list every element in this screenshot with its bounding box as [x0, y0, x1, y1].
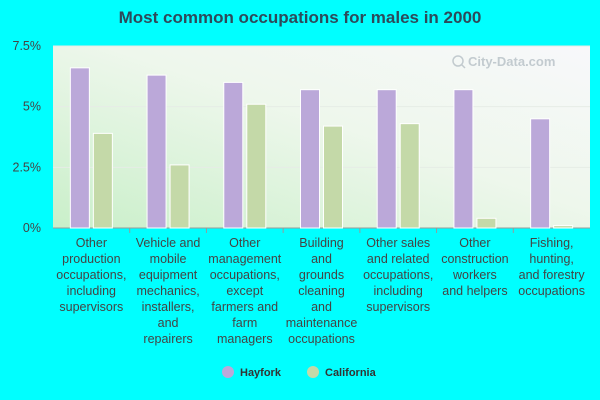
x-category-label: Building and grounds cleaning and maintenance… — [286, 236, 358, 346]
legend-label-hayfork: Hayfork — [240, 367, 282, 379]
bar-california-6 — [476, 217, 497, 229]
legend-swatch-hayfork — [222, 366, 234, 378]
x-category-label: Other production occupations, including supe… — [56, 236, 126, 314]
legend-swatch-california — [307, 366, 319, 378]
bar-california-2 — [169, 164, 190, 229]
bar-hayfork-3 — [223, 81, 244, 229]
svg-text:City-Data.com: City-Data.com — [468, 54, 555, 69]
x-category-label: Fishing, hunting, and forestry occupations — [518, 236, 585, 298]
x-category-label: Other construction workers and helpers — [441, 236, 508, 298]
y-tick-label: 2.5% — [13, 160, 42, 174]
bar-hayfork-1 — [69, 67, 90, 229]
bar-hayfork-7 — [530, 118, 551, 229]
watermark: City-Data.com — [452, 54, 555, 69]
bar-california-3 — [246, 103, 267, 229]
x-category-label: Vehicle and mobile equipment mechanics, inst… — [136, 236, 201, 346]
bar-hayfork-5 — [376, 89, 397, 229]
legend-label-california: California — [325, 367, 377, 379]
plot-background — [53, 46, 590, 228]
bar-california-7 — [553, 225, 574, 229]
y-tick-label: 0% — [23, 221, 41, 235]
bar-california-4 — [323, 125, 343, 229]
bar-hayfork-2 — [146, 74, 167, 229]
bar-california-1 — [92, 132, 113, 229]
y-tick-label: 7.5% — [13, 39, 42, 53]
x-category-label: Other management occupations, except farmers… — [208, 236, 281, 346]
chart-title: Most common occupations for males in 200… — [118, 8, 482, 27]
y-tick-label: 5% — [23, 100, 41, 114]
bar-hayfork-6 — [453, 89, 474, 229]
bar-california-5 — [399, 123, 420, 229]
bar-hayfork-4 — [300, 89, 320, 229]
x-category-label: Other sales and related occupations, includ… — [363, 236, 433, 314]
